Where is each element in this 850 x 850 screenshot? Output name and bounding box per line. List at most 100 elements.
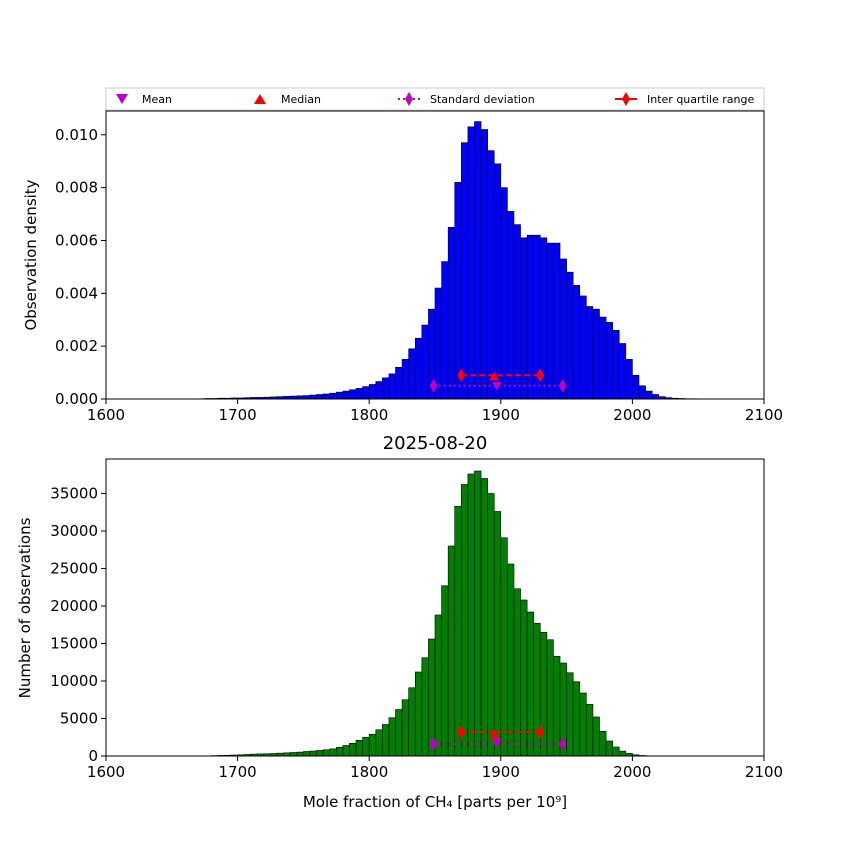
density-bar — [579, 295, 587, 400]
density-bar — [467, 126, 475, 400]
density-x-tick-label: 2000 — [613, 406, 651, 424]
count-bar — [375, 729, 383, 757]
density-bar — [625, 359, 633, 400]
density-bar — [434, 287, 442, 400]
density-bar — [368, 384, 377, 400]
count-x-axis-label: Mole fraction of CH₄ [parts per 10⁹] — [303, 793, 567, 811]
density-bar — [632, 374, 640, 400]
legend-item-median: Median — [254, 93, 321, 106]
density-bar — [309, 394, 317, 400]
count-bar — [553, 655, 561, 757]
count-bar — [599, 730, 607, 757]
density-bar — [447, 226, 456, 400]
count-x-tick-label: 2100 — [745, 763, 783, 781]
density-bar — [395, 366, 403, 400]
diamond-icon — [405, 92, 413, 106]
legend-item-std: Standard deviation — [398, 92, 535, 106]
count-y-tick-label: 20000 — [50, 597, 98, 615]
legend: Mean Median Standard deviation Inter qua… — [105, 87, 765, 111]
density-std-diamond-icon — [429, 378, 438, 393]
density-bar — [329, 392, 337, 400]
count-y-tick-label: 5000 — [60, 710, 98, 728]
density-bar — [500, 187, 508, 400]
count-iqr-diamond-icon — [536, 725, 545, 739]
density-median-marker — [489, 371, 500, 381]
count-std-diamond-icon — [429, 737, 438, 751]
density-y-tick-label: 0.010 — [55, 126, 98, 144]
density-x-ticks: 1600 1700 1800 1900 2000 2100 — [87, 399, 783, 424]
density-bar — [322, 393, 331, 400]
density-bar — [388, 373, 396, 400]
legend-item-mean: Mean — [116, 93, 172, 106]
density-bar — [546, 242, 554, 400]
count-bar — [388, 717, 396, 757]
density-bar — [342, 390, 350, 400]
count-bar — [309, 750, 317, 757]
density-bar — [553, 242, 561, 400]
count-bar — [507, 563, 515, 757]
count-x-tick-label: 1600 — [87, 763, 125, 781]
density-iqr-diamond-icon — [536, 368, 545, 383]
density-bar — [618, 343, 627, 400]
density-bar — [566, 271, 574, 400]
count-bar — [322, 749, 331, 757]
count-bar — [500, 537, 508, 757]
count-histogram-panel: 2025-08-20 1600 1700 1800 1900 2000 2100 0 500… — [16, 433, 783, 811]
count-bar — [401, 699, 409, 757]
count-bar — [467, 473, 475, 757]
density-bar — [592, 308, 600, 400]
count-bar — [546, 639, 554, 757]
legend-label-std: Standard deviation — [430, 93, 535, 106]
density-bar — [487, 150, 495, 400]
count-bar — [329, 748, 337, 757]
diamond-icon — [622, 92, 630, 106]
count-bar — [487, 493, 495, 757]
count-bar — [493, 511, 502, 757]
count-bar — [421, 657, 429, 757]
count-x-tick-label: 2000 — [613, 763, 651, 781]
count-bar — [605, 740, 613, 757]
count-bar — [316, 750, 324, 757]
count-bar — [289, 752, 298, 757]
count-bar — [474, 470, 482, 757]
count-bar — [395, 709, 403, 757]
density-bar — [316, 394, 324, 400]
count-bar — [441, 585, 449, 757]
density-bar — [421, 324, 429, 400]
density-bar — [408, 348, 416, 400]
count-bar — [513, 588, 521, 757]
density-plot-frame — [105, 110, 765, 400]
density-bar — [303, 395, 311, 400]
density-bar — [645, 390, 653, 400]
density-x-tick-label: 1800 — [350, 406, 388, 424]
count-bar — [434, 614, 442, 757]
count-bar — [382, 724, 390, 757]
count-y-tick-label: 15000 — [50, 635, 98, 653]
density-bar — [461, 142, 469, 400]
count-x-ticks: 1600 1700 1800 1900 2000 2100 — [87, 756, 783, 781]
count-bar — [618, 750, 627, 757]
density-bar — [362, 386, 370, 400]
density-bar — [493, 163, 502, 400]
count-bar — [572, 681, 581, 757]
density-bar — [441, 261, 449, 400]
density-bar — [480, 129, 488, 400]
density-std-diamond-icon — [558, 378, 567, 393]
count-bar — [586, 703, 594, 757]
density-bar — [335, 391, 344, 400]
count-x-tick-label: 1700 — [219, 763, 257, 781]
density-bar — [651, 394, 660, 400]
density-bar — [454, 182, 462, 400]
density-y-tick-label: 0.004 — [55, 284, 98, 302]
density-x-tick-label: 1600 — [87, 406, 125, 424]
density-mean-marker — [491, 381, 502, 391]
count-iqr-diamond-icon — [457, 725, 466, 739]
density-bar — [599, 316, 607, 400]
count-bar — [454, 505, 462, 757]
density-histogram-panel: 1600 1700 1800 1900 2000 2100 0.000 0.002 0.004… — [22, 110, 783, 424]
legend-label-iqr: Inter quartile range — [647, 93, 754, 106]
triangle-down-icon — [116, 94, 128, 104]
legend-label-median: Median — [281, 93, 321, 106]
density-bars — [197, 121, 699, 400]
density-bar — [355, 388, 363, 400]
